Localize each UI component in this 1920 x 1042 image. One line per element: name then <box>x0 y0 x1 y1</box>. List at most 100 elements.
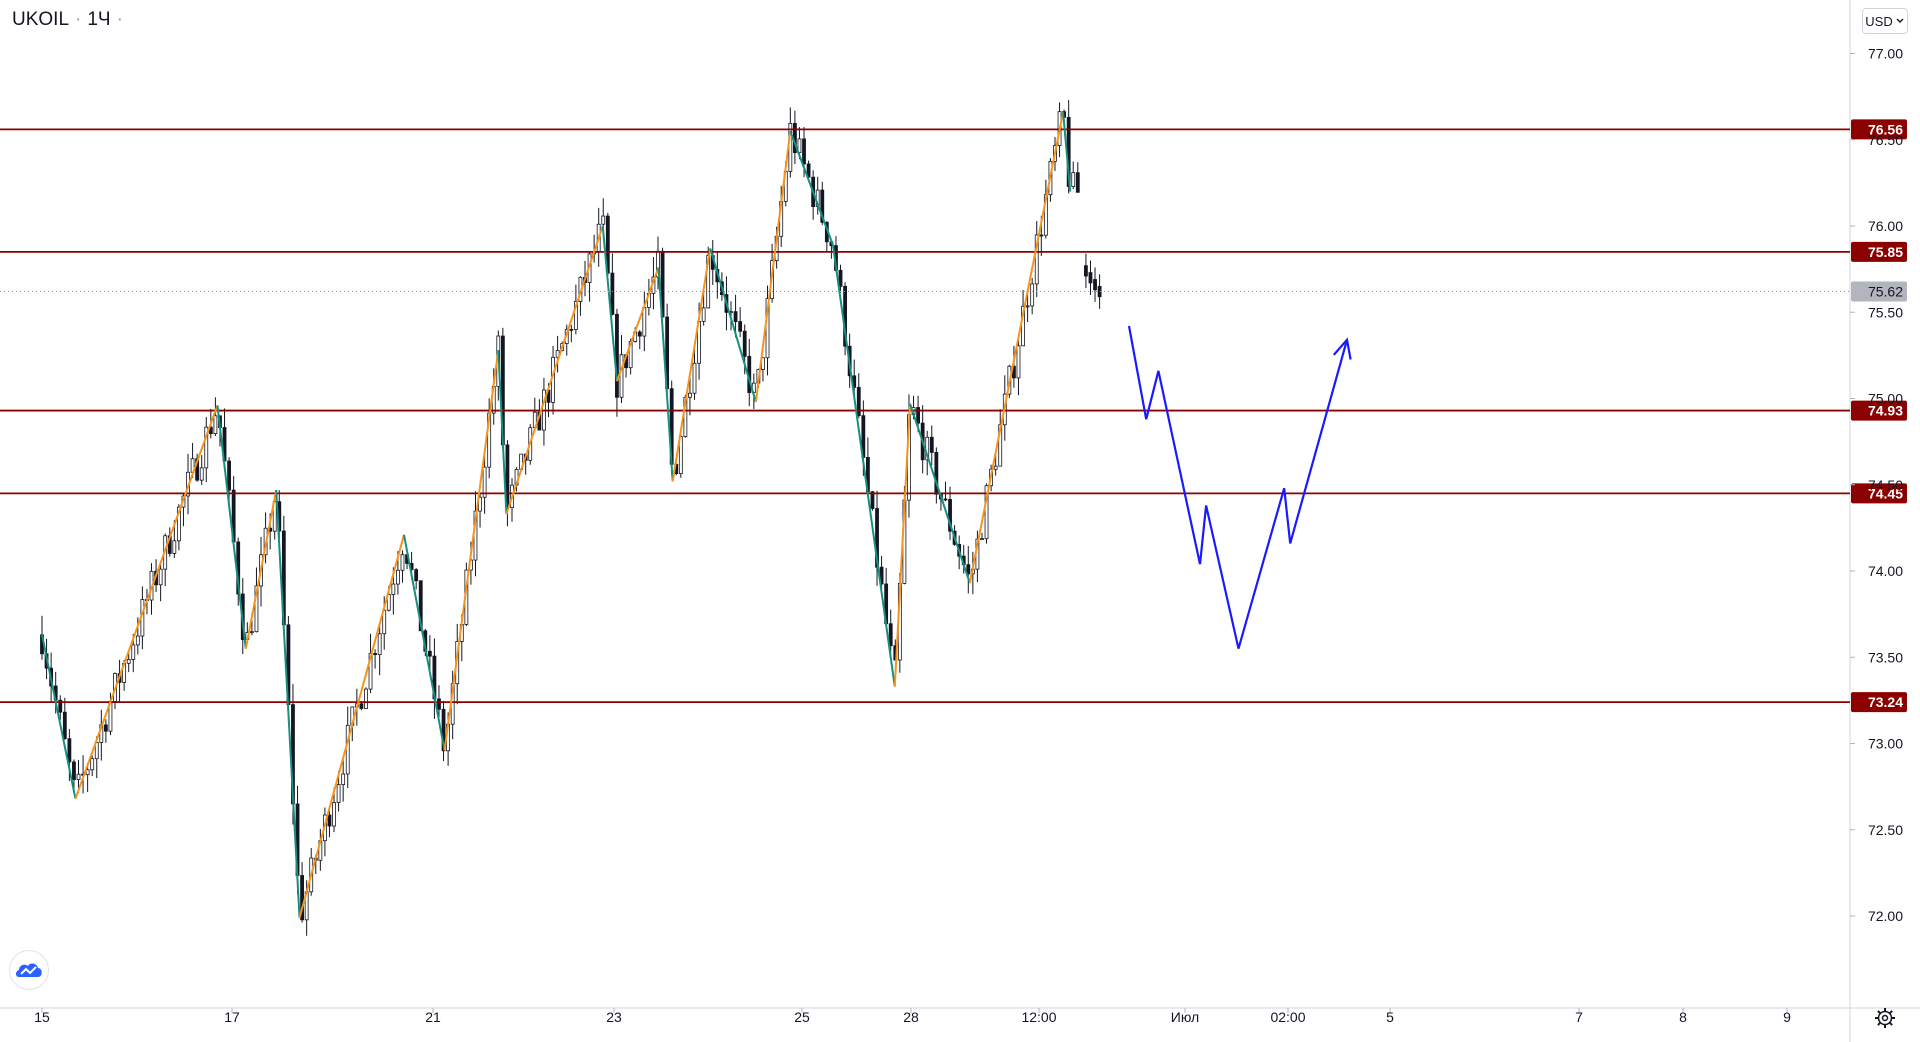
price-axis[interactable]: 77.00 76.50 76.00 75.50 75.00 74.50 74.00 73.50… <box>0 46 1907 925</box>
zigzag-segment <box>497 350 508 515</box>
candle-body <box>418 580 423 632</box>
zigzag-segment <box>244 489 278 649</box>
candle-body <box>441 708 446 752</box>
candle-body <box>601 215 606 225</box>
time-axis[interactable]: 15 17 21 23 25 28 12:00 Июл 02:00 5 7 8 9 <box>34 1008 1791 1025</box>
level-price-label: 73.24 <box>1868 694 1903 710</box>
zigzag-segment <box>298 534 405 918</box>
candle-body <box>62 711 67 740</box>
time-tick-label: 9 <box>1783 1009 1791 1025</box>
candle-body <box>85 769 90 776</box>
candle-body <box>437 698 441 710</box>
price-tick-label: 76.00 <box>1868 218 1903 234</box>
candle-body <box>943 498 948 501</box>
candle-body <box>227 460 231 491</box>
tradingview-cloud-icon[interactable] <box>9 950 49 990</box>
time-tick-label: 7 <box>1575 1009 1583 1025</box>
zigzag-segment <box>893 403 911 687</box>
candle-body <box>126 659 131 664</box>
candle-body <box>984 485 989 540</box>
candle-body <box>856 386 861 417</box>
candle-body <box>427 650 432 657</box>
candle-body <box>505 444 510 509</box>
candle-body <box>327 814 332 827</box>
candle-body <box>1034 234 1039 285</box>
candle-body <box>1025 305 1030 308</box>
horizontal-levels[interactable]: 76.56 75.85 74.93 74.45 73.24 <box>0 119 1907 713</box>
candle-body <box>396 569 400 585</box>
forecast-arrow-head <box>1332 337 1352 360</box>
candle-body <box>916 407 920 424</box>
zigzag-segment <box>443 350 500 751</box>
candle-body <box>176 506 181 542</box>
gear-icon[interactable] <box>1872 1005 1898 1031</box>
candle-body <box>72 761 76 780</box>
candle-body <box>103 724 108 732</box>
candle-body <box>688 392 692 398</box>
time-tick-label: Июл <box>1171 1009 1199 1025</box>
candle-body <box>948 499 952 532</box>
level-price-badge <box>1851 483 1907 504</box>
zigzag-segment <box>601 225 618 382</box>
zigzag-segment <box>909 403 971 584</box>
time-tick-label: 5 <box>1386 1009 1394 1025</box>
time-tick-label: 21 <box>425 1009 441 1025</box>
price-tick-label: 75.50 <box>1868 304 1903 320</box>
candle-body <box>1093 279 1097 291</box>
zigzag-segment <box>968 111 1065 584</box>
level-price-badge <box>1851 400 1907 421</box>
level-price-label: 75.85 <box>1868 244 1903 260</box>
candle-body <box>1016 345 1021 379</box>
price-tick-label: 73.00 <box>1868 736 1903 752</box>
price-tick-label: 77.00 <box>1868 46 1903 62</box>
level-price-badge <box>1851 119 1907 140</box>
candle-body <box>368 653 373 690</box>
price-tick-label: 75.00 <box>1868 391 1903 407</box>
zigzag-segment <box>831 244 896 687</box>
candle-body <box>359 703 364 709</box>
level-price-label: 74.93 <box>1868 403 1903 419</box>
zigzag-segment <box>615 267 660 382</box>
candle-body <box>67 738 72 763</box>
candlestick-series <box>40 100 1102 936</box>
candle-body <box>386 594 391 611</box>
candle-body <box>400 554 405 571</box>
candle-body <box>377 633 382 656</box>
candle-body <box>158 568 163 586</box>
candle-body <box>993 465 998 470</box>
candle-body <box>820 189 825 223</box>
symbol-label[interactable]: UKOIL <box>12 9 70 30</box>
candle-body <box>482 466 487 498</box>
time-tick-label: 23 <box>606 1009 622 1025</box>
currency-button[interactable]: USD <box>1862 8 1908 34</box>
candle-body <box>391 583 396 595</box>
level-price-badge <box>1851 692 1907 713</box>
zigzag-segment <box>789 130 834 246</box>
candle-body <box>980 538 984 541</box>
candle-body <box>738 321 743 332</box>
price-tick-label: 74.50 <box>1868 477 1903 493</box>
candle-body <box>619 354 624 398</box>
candle-body <box>637 331 642 337</box>
candle-body <box>1071 172 1076 187</box>
forecast-polyline[interactable] <box>1127 325 1349 649</box>
candle-body <box>90 758 95 771</box>
candle-body <box>1088 272 1093 284</box>
time-tick-label: 28 <box>903 1009 919 1025</box>
candle-body <box>788 123 793 172</box>
level-price-label: 74.45 <box>1868 485 1903 501</box>
current-price-badge <box>1851 281 1907 302</box>
forecast-path[interactable] <box>1127 325 1352 649</box>
header-separator: · <box>75 9 82 30</box>
candle-body <box>802 138 806 165</box>
candle-body <box>875 508 879 568</box>
candle-body <box>888 623 893 647</box>
candle-body <box>76 773 81 780</box>
candle-body <box>58 699 63 713</box>
candle-body <box>1097 285 1102 298</box>
candle-body <box>414 569 419 582</box>
currency-label: USD <box>1865 13 1893 29</box>
interval-label[interactable]: 1Ч <box>87 9 111 30</box>
candle-body <box>204 426 209 469</box>
